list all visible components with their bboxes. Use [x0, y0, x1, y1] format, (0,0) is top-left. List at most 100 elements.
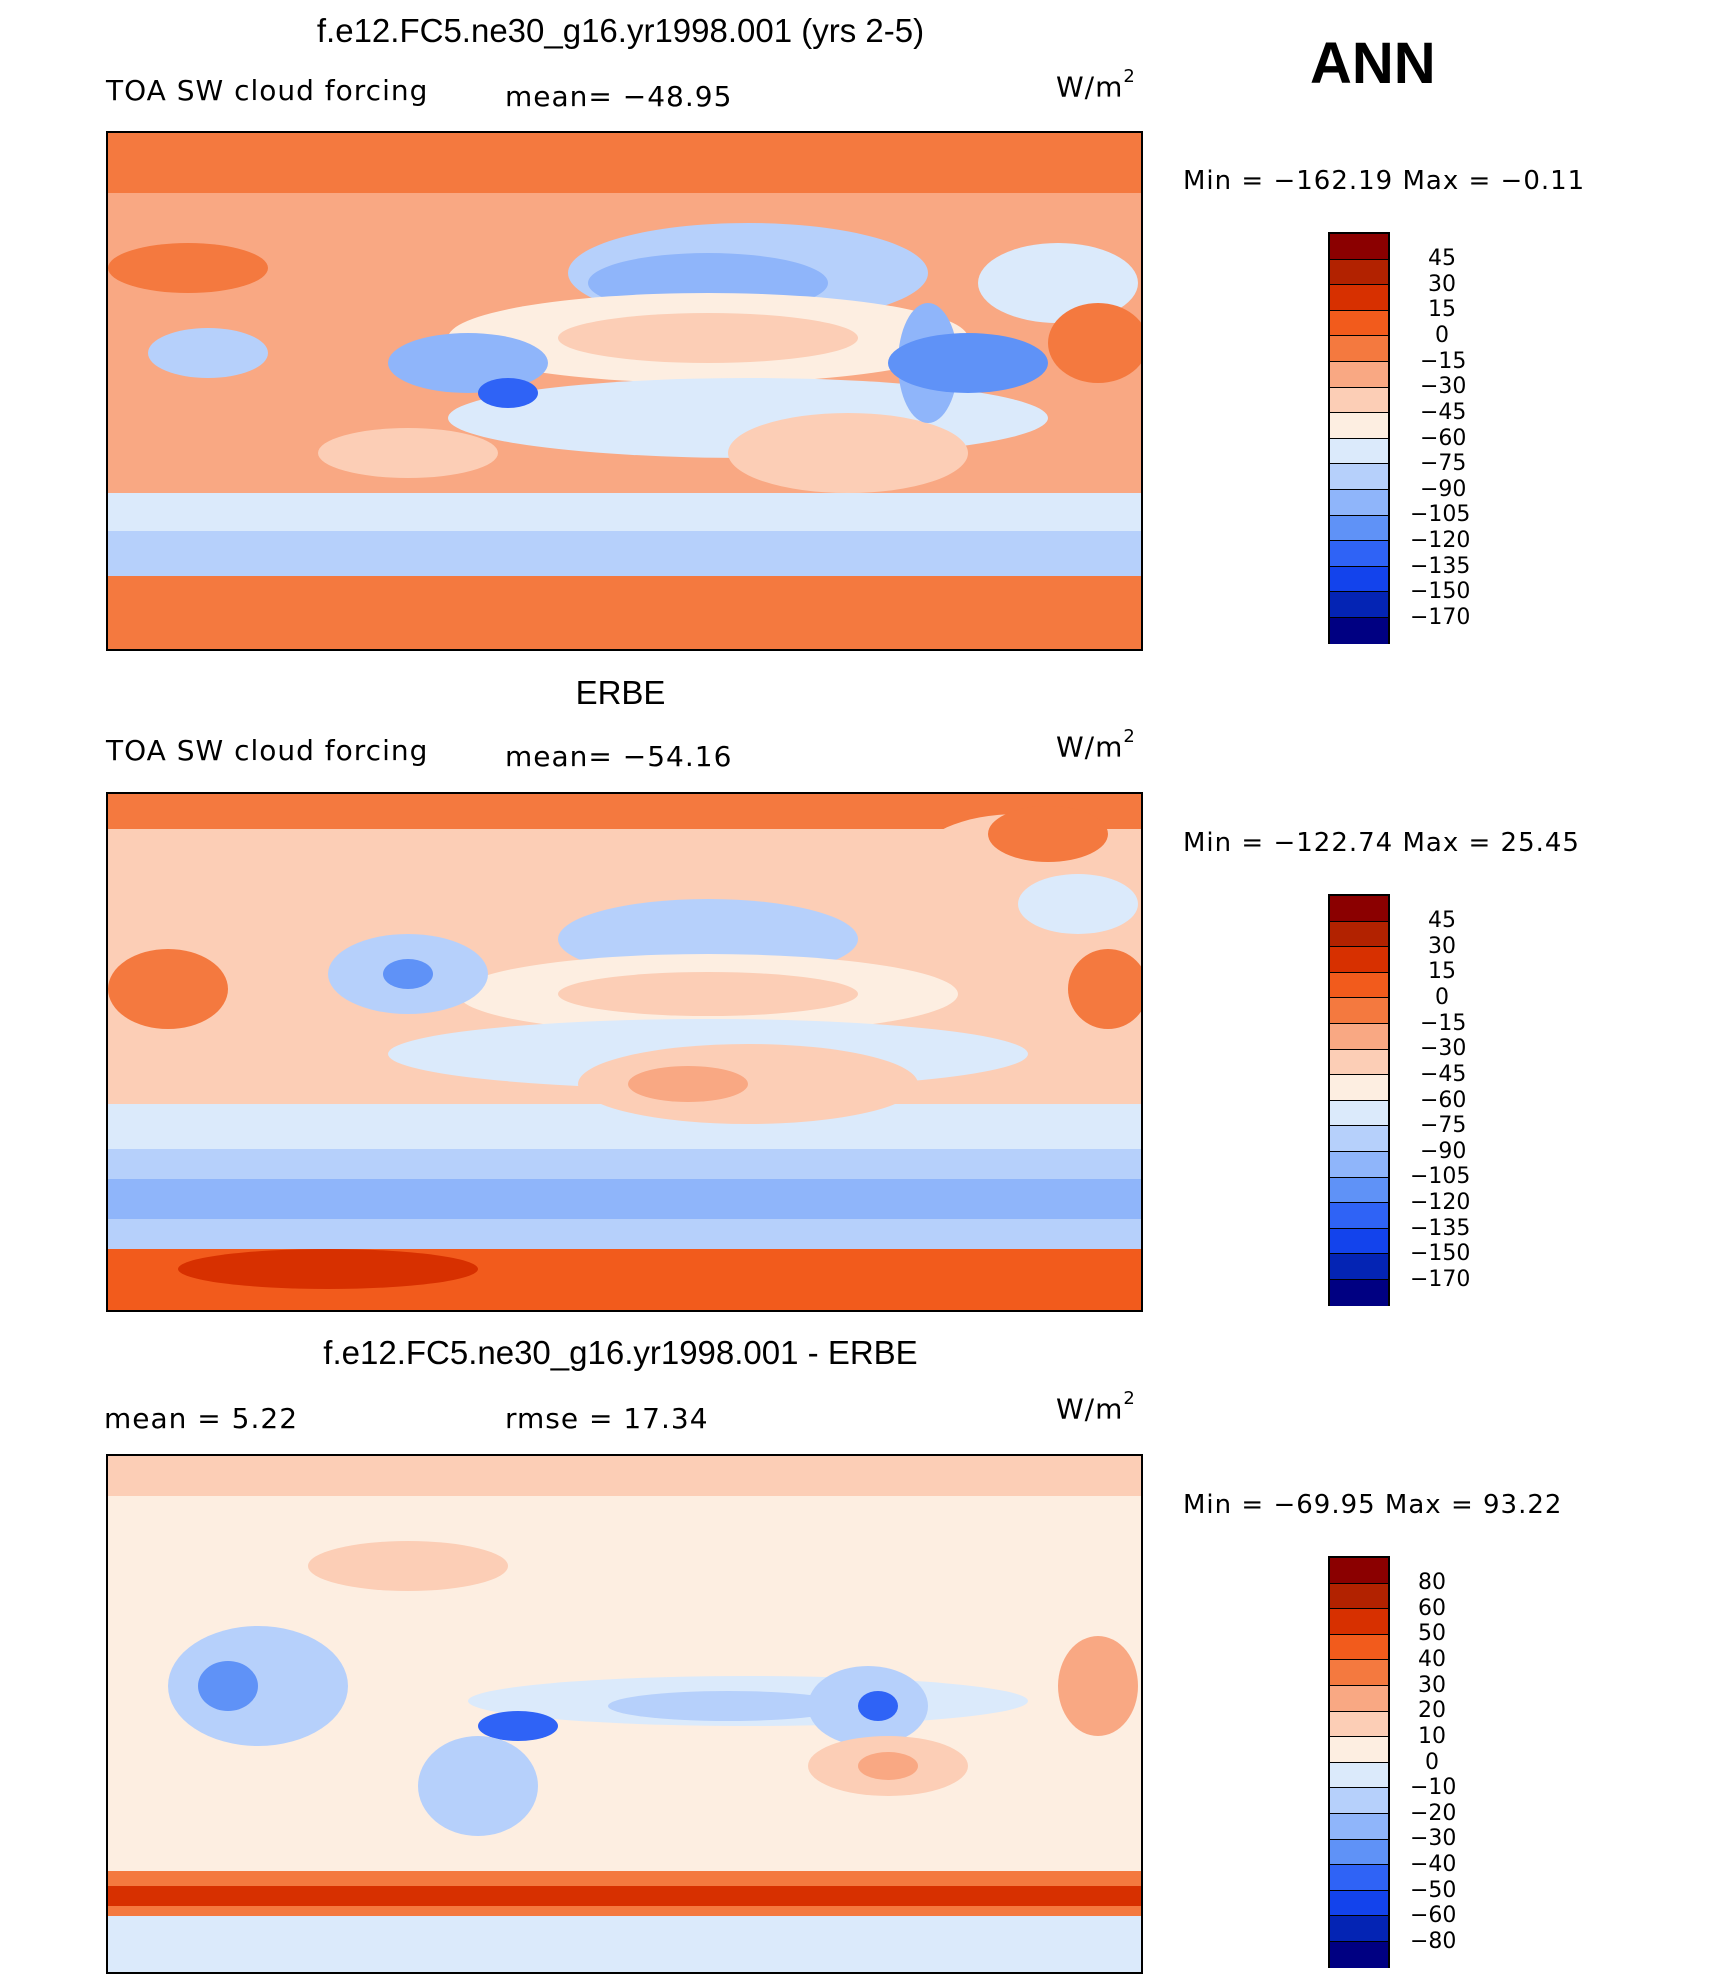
- swatch: [1330, 234, 1388, 260]
- tick-label: −45: [1420, 400, 1467, 425]
- tick-label: −20: [1410, 1801, 1457, 1826]
- tick-label: 10: [1418, 1724, 1446, 1749]
- panel-2-map-field: [108, 794, 1141, 1310]
- tick-label: −75: [1420, 451, 1467, 476]
- tick-label: 0: [1425, 1750, 1439, 1775]
- panel-2-units: W/m2: [1056, 726, 1136, 764]
- swatch: [1330, 1685, 1388, 1712]
- panel-3-rmse-label: rmse = 17.34: [505, 1402, 709, 1435]
- panel-2-colorbar: [1328, 894, 1390, 1306]
- tick-label: 20: [1418, 1698, 1446, 1723]
- tick-label: −60: [1410, 1903, 1457, 1928]
- tick-label: −120: [1410, 1190, 1471, 1215]
- swatch: [1330, 1023, 1388, 1050]
- tick-label: 45: [1428, 246, 1456, 271]
- tick-label: −135: [1410, 1216, 1471, 1241]
- swatch: [1330, 617, 1388, 644]
- tick-label: 80: [1418, 1570, 1446, 1595]
- panel-2-title: ERBE: [575, 674, 666, 711]
- tick-label: −120: [1410, 528, 1471, 553]
- season-label: ANN: [1310, 31, 1436, 96]
- tick-label: −30: [1420, 1036, 1467, 1061]
- panel-3-mean-label: mean = 5.22: [104, 1402, 299, 1435]
- swatch: [1330, 1839, 1388, 1866]
- swatch: [1330, 921, 1388, 948]
- tick-label: 30: [1418, 1673, 1446, 1698]
- tick-label: −170: [1410, 605, 1471, 630]
- tick-label: −90: [1420, 477, 1467, 502]
- panel-3-title: f.e12.FC5.ne30_g16.yr1998.001 - ERBE: [323, 1334, 918, 1371]
- tick-label: −90: [1420, 1139, 1467, 1164]
- swatch: [1330, 285, 1388, 311]
- panel-3-units: W/m2: [1056, 1388, 1136, 1426]
- swatch: [1330, 1583, 1388, 1610]
- swatch: [1330, 310, 1388, 337]
- swatch: [1330, 1634, 1388, 1661]
- tick-label: 45: [1428, 908, 1456, 933]
- swatch: [1330, 1558, 1388, 1584]
- panel-1-variable-label: TOA SW cloud forcing: [106, 74, 429, 107]
- swatch: [1330, 1203, 1388, 1229]
- swatch: [1330, 1049, 1388, 1076]
- swatch: [1330, 998, 1388, 1024]
- tick-label: −170: [1410, 1267, 1471, 1292]
- swatch: [1330, 1228, 1388, 1255]
- tick-label: 15: [1428, 959, 1456, 984]
- swatch: [1330, 1660, 1388, 1686]
- tick-label: −150: [1410, 579, 1471, 604]
- panel-2-map: [106, 792, 1143, 1312]
- swatch: [1330, 515, 1388, 542]
- swatch: [1330, 1916, 1388, 1942]
- swatch: [1330, 592, 1388, 618]
- swatch: [1330, 1075, 1388, 1101]
- tick-label: 60: [1418, 1596, 1446, 1621]
- tick-label: 50: [1418, 1621, 1446, 1646]
- tick-label: −10: [1410, 1775, 1457, 1800]
- tick-label: −15: [1420, 1011, 1467, 1036]
- tick-label: −105: [1410, 502, 1471, 527]
- tick-label: −15: [1420, 349, 1467, 374]
- tick-label: −30: [1420, 374, 1467, 399]
- panel-1-colorbar: [1328, 232, 1390, 644]
- tick-label: 40: [1418, 1647, 1446, 1672]
- panel-1-map-field: [108, 133, 1141, 649]
- swatch: [1330, 259, 1388, 286]
- swatch: [1330, 1609, 1388, 1635]
- panel-2-variable-label: TOA SW cloud forcing: [106, 734, 429, 767]
- swatch: [1330, 541, 1388, 567]
- panel-3-map-field: [108, 1456, 1141, 1972]
- tick-label: 30: [1428, 934, 1456, 959]
- swatch: [1330, 1279, 1388, 1306]
- tick-label: −60: [1420, 1088, 1467, 1113]
- swatch: [1330, 1865, 1388, 1891]
- swatch: [1330, 972, 1388, 999]
- swatch: [1330, 1762, 1388, 1789]
- swatch: [1330, 1813, 1388, 1840]
- tick-label: −80: [1410, 1929, 1457, 1954]
- swatch: [1330, 1788, 1388, 1814]
- swatch: [1330, 1177, 1388, 1204]
- panel-1-title: f.e12.FC5.ne30_g16.yr1998.001 (yrs 2-5): [316, 12, 925, 49]
- swatch: [1330, 438, 1388, 465]
- tick-label: −75: [1420, 1113, 1467, 1138]
- panel-2-mean-label: mean= −54.16: [505, 740, 733, 773]
- tick-label: −135: [1410, 554, 1471, 579]
- panel-3-colorbar: [1328, 1556, 1390, 1968]
- swatch: [1330, 1254, 1388, 1280]
- swatch: [1330, 387, 1388, 414]
- swatch: [1330, 361, 1388, 388]
- tick-label: 0: [1435, 323, 1449, 348]
- panel-3-min-max: Min = −69.95 Max = 93.22: [1183, 1490, 1563, 1520]
- swatch: [1330, 1100, 1388, 1127]
- swatch: [1330, 1711, 1388, 1738]
- swatch: [1330, 464, 1388, 490]
- swatch: [1330, 1126, 1388, 1152]
- swatch: [1330, 1151, 1388, 1178]
- swatch: [1330, 336, 1388, 362]
- swatch: [1330, 1890, 1388, 1917]
- swatch: [1330, 489, 1388, 516]
- tick-label: −105: [1410, 1164, 1471, 1189]
- swatch: [1330, 947, 1388, 973]
- panel-3-map: [106, 1454, 1143, 1974]
- tick-label: 30: [1428, 272, 1456, 297]
